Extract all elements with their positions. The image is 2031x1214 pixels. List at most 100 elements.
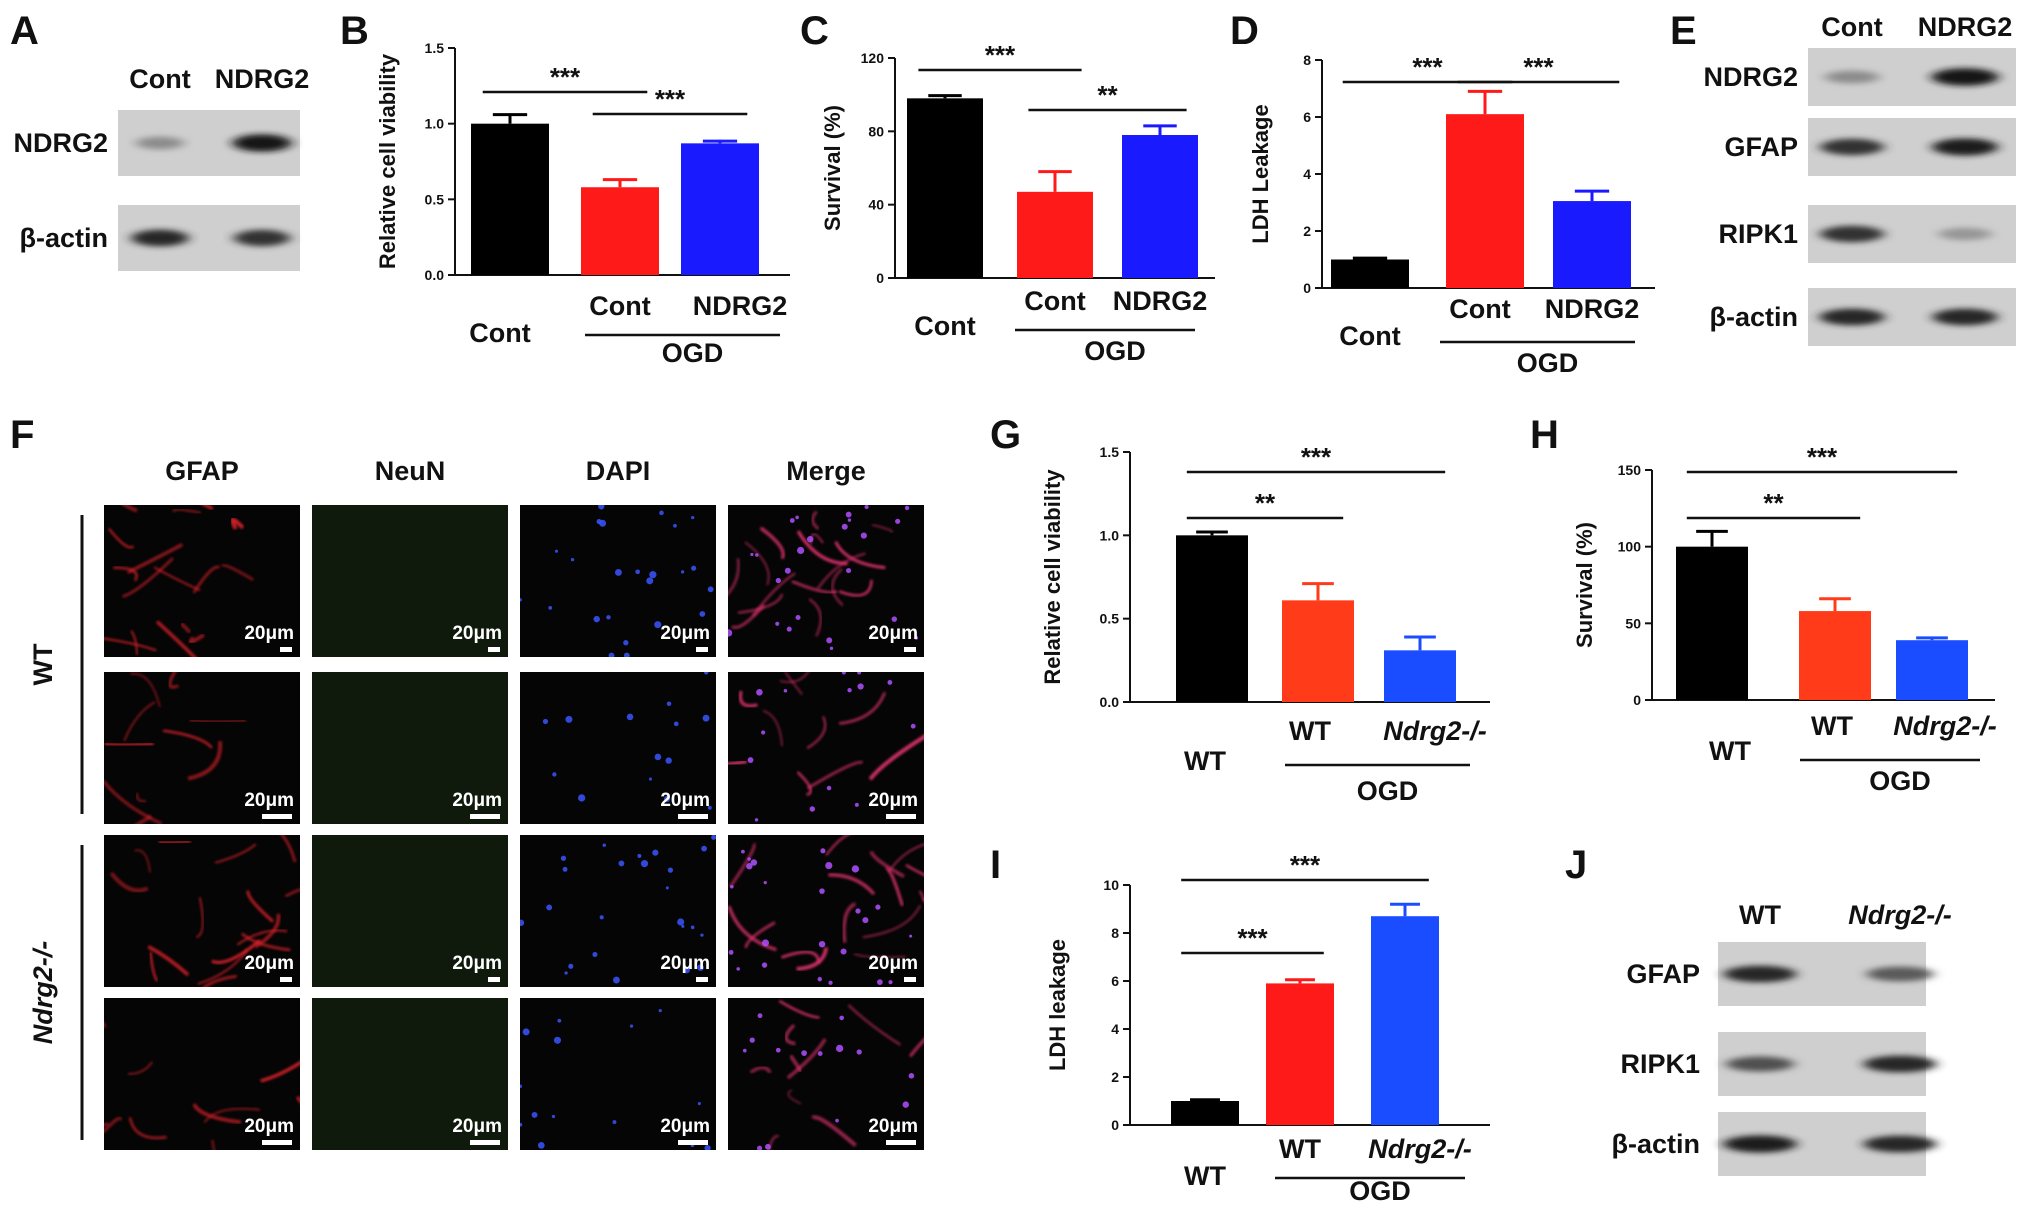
significance-label: ** (1763, 488, 1784, 518)
gfap-filament (192, 565, 221, 594)
panel-label-h: H (1530, 413, 1559, 457)
dapi-nucleus (640, 860, 649, 868)
gfap-filament (807, 760, 863, 790)
gfap-filament (188, 633, 205, 644)
dapi-nucleus (623, 640, 629, 646)
blot-band (1819, 308, 1885, 326)
scale-bar (886, 814, 916, 819)
dapi-nucleus (817, 1051, 823, 1056)
dapi-nucleus (618, 860, 625, 867)
group-label: OGD (1084, 336, 1146, 366)
gfap-filament (922, 898, 924, 901)
dapi-nucleus (840, 948, 847, 955)
dapi-nucleus (697, 1102, 701, 1106)
micro-tile-content (728, 835, 924, 985)
dapi-nucleus (875, 904, 881, 910)
y-tick-label: 6 (1111, 973, 1119, 989)
dapi-nucleus (649, 571, 657, 579)
gfap-filament (738, 690, 758, 708)
gfap-filament (847, 1004, 902, 1046)
blot-band (233, 229, 291, 247)
dapi-nucleus (817, 976, 823, 982)
dapi-nucleus (756, 1145, 763, 1150)
y-tick-label: 1.0 (1100, 527, 1120, 543)
dapi-nucleus (629, 1024, 634, 1028)
dapi-nucleus (765, 1143, 771, 1150)
scale-bar (696, 647, 708, 652)
blot-e-row-label: RIPK1 (1718, 219, 1798, 249)
dapi-nucleus (789, 518, 795, 523)
gfap-filament (147, 945, 190, 977)
category-label: WT (1184, 1161, 1226, 1191)
dapi-nucleus (786, 626, 792, 632)
bar (1017, 191, 1093, 278)
dapi-nucleus (754, 818, 759, 822)
dapi-nucleus (680, 570, 685, 574)
y-tick-label: 0 (1633, 692, 1641, 708)
y-tick-label: 40 (868, 197, 884, 213)
gfap-filament (908, 1037, 924, 1058)
y-tick-label: 8 (1303, 52, 1311, 68)
scale-bar (904, 647, 916, 652)
blot-e-row-label: GFAP (1724, 132, 1798, 162)
scale-bar (488, 977, 500, 982)
gfap-filament (838, 579, 873, 597)
bar (471, 123, 549, 276)
dapi-nucleus (665, 886, 669, 890)
scale-bar-label: 20μm (452, 623, 502, 644)
blot-band (1863, 1055, 1937, 1073)
dapi-nucleus (667, 867, 674, 873)
y-tick-label: 1.5 (1100, 444, 1120, 460)
blot-band (1932, 308, 1998, 326)
scale-bar (280, 977, 292, 982)
bar (1176, 535, 1248, 702)
dapi-nucleus (570, 557, 575, 562)
dapi-nucleus (522, 1028, 530, 1036)
dapi-nucleus (560, 855, 567, 861)
scale-bar-label: 20μm (660, 1116, 710, 1137)
gfap-filament (728, 905, 777, 952)
dapi-nucleus (704, 1144, 711, 1150)
dapi-nucleus (551, 1114, 556, 1119)
scale-bar-label: 20μm (244, 953, 294, 974)
micro-tile-background (728, 835, 924, 987)
bar-chart-panels: 0.0 0.5 1.0 1.5 Relative cell viability Cont C… (375, 40, 1997, 1206)
scale-bar-label: 20μm (244, 1116, 294, 1137)
micro-tile: 20μm (520, 998, 716, 1150)
dapi-nucleus (761, 730, 766, 735)
dapi-nucleus (854, 802, 859, 807)
dapi-nucleus (755, 553, 759, 557)
gfap-filament (109, 871, 149, 893)
dapi-nucleus (742, 1048, 747, 1053)
gfap-filament (195, 897, 204, 938)
bar (1676, 546, 1748, 700)
gfap-filament (868, 734, 924, 781)
gfap-filament (728, 842, 756, 888)
panel-label-e: E (1670, 9, 1697, 53)
dapi-nucleus (565, 715, 573, 723)
bar (1384, 650, 1456, 702)
dapi-nucleus (845, 511, 852, 518)
dapi-nucleus (775, 621, 780, 626)
blot-e-row-label: β-actin (1710, 302, 1799, 332)
dapi-nucleus (548, 606, 553, 610)
micro-column-header: DAPI (586, 456, 651, 486)
dapi-nucleus (635, 569, 641, 575)
y-tick-label: 8 (1111, 925, 1119, 941)
gfap-filament (203, 1107, 261, 1123)
dapi-nucleus (614, 569, 622, 576)
micro-tile-background (312, 505, 508, 657)
category-label: Cont (469, 318, 530, 348)
dapi-nucleus (730, 884, 734, 889)
dapi-nucleus (763, 881, 767, 885)
panel-label-b: B (340, 9, 369, 53)
gfap-filament (155, 620, 197, 657)
gfap-filament (189, 719, 247, 723)
gfap-filament (796, 530, 848, 566)
micro-tile-content (728, 672, 924, 822)
gfap-filament (744, 541, 770, 586)
dapi-nucleus (841, 672, 846, 675)
scale-bar-label: 20μm (868, 1116, 918, 1137)
dapi-nucleus (825, 862, 833, 870)
